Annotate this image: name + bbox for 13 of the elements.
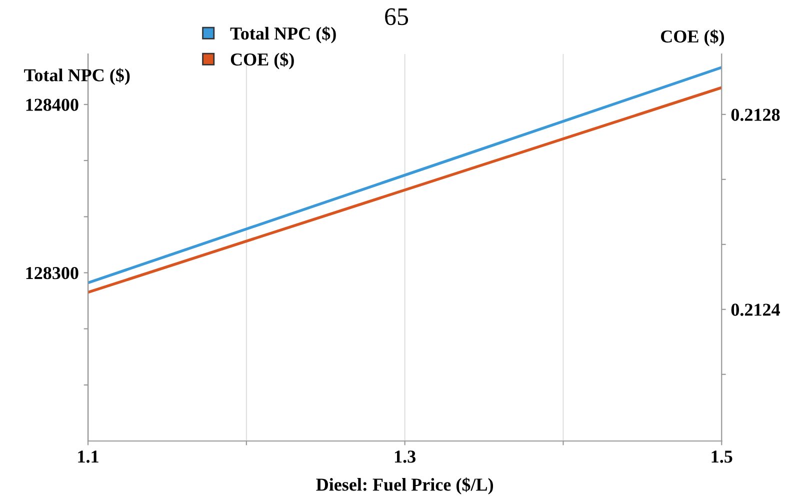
x-axis-title: Diesel: Fuel Price ($/L)	[316, 478, 494, 494]
y-tick-label: 128300	[26, 266, 78, 280]
legend-label: Total NPC ($)	[230, 26, 336, 44]
y2-tick-label: 0.2128	[731, 108, 780, 121]
y-tick-label: 128400	[26, 98, 78, 111]
x-tick-label: 1.3	[394, 450, 416, 463]
y-axis-title: Total NPC ($)	[24, 68, 130, 85]
y2-axis-title: COE ($)	[660, 29, 724, 46]
chart-title: 65	[385, 8, 408, 26]
y2-tick-label: 0.2124	[731, 304, 780, 316]
x-tick-label: 1.1	[78, 450, 98, 463]
x-tick-label: 1.5	[712, 450, 732, 463]
legend-label: COE ($)	[230, 52, 294, 70]
